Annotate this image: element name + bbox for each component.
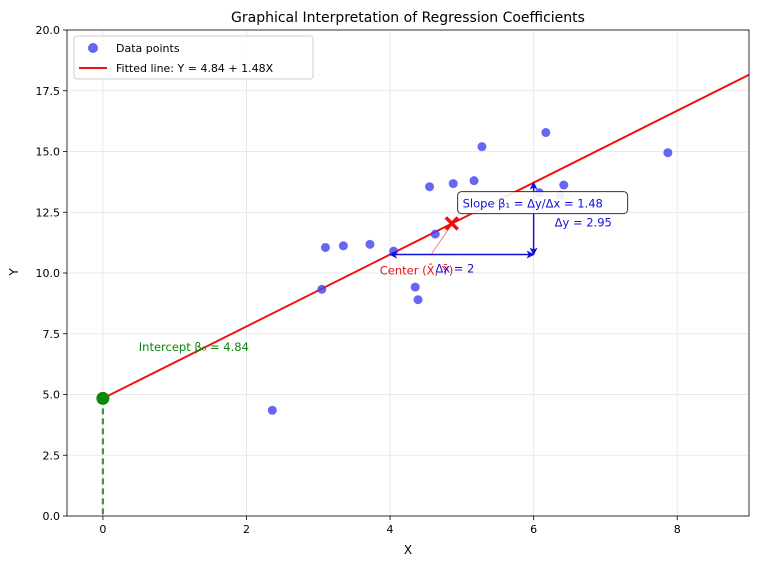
data-point [267, 405, 277, 415]
delta-y-label: Δy = 2.95 [555, 216, 612, 230]
slope-label-box [457, 191, 629, 215]
slope-label: Slope β₁ = Δy/Δx = 1.48 [463, 197, 603, 211]
fitted-line [102, 73, 749, 400]
x-tick-label: 6 [530, 523, 537, 536]
legend-box [73, 35, 314, 80]
x-tick-label: 8 [674, 523, 681, 536]
x-tick-label: 0 [99, 523, 106, 536]
x-tick-label: 2 [243, 523, 250, 536]
y-tick-label: 12.5 [36, 206, 61, 219]
chart-title: Graphical Interpretation of Regression C… [231, 10, 585, 26]
y-tick-label: 7.5 [43, 328, 61, 341]
data-point [430, 229, 440, 239]
legend-marker-data-points [88, 43, 98, 53]
delta-x-label: Δx = 2 [435, 262, 474, 276]
data-point [541, 128, 551, 138]
data-point [425, 182, 435, 192]
y-tick-label: 17.5 [36, 85, 61, 98]
data-point [413, 295, 423, 305]
y-tick-label: 20.0 [36, 24, 61, 37]
center-pointer [431, 227, 451, 254]
y-tick-label: 0.0 [43, 510, 61, 523]
legend-label-data-points: Data points [116, 42, 180, 55]
data-point [338, 241, 348, 251]
axes: 0 2 4 6 8 0.0 2.5 5.0 7.5 10.0 12.5 15.0 17.5 20.0 [36, 24, 750, 536]
data-point [559, 180, 569, 190]
plot-area: Center (X̄, Ȳ)Δx = 2 Δy = 2.95 Slope β₁ = … [96, 73, 749, 516]
y-tick-label: 5.0 [43, 389, 61, 402]
data-point [365, 239, 375, 249]
center-label: Center (X̄, Ȳ) [380, 263, 454, 277]
x-tick-label: 4 [387, 523, 394, 536]
axes-frame [66, 29, 750, 517]
y-axis-label: Y [7, 268, 21, 277]
y-tick-label: 15.0 [36, 146, 61, 159]
data-point [317, 284, 327, 294]
data-point [663, 148, 673, 158]
data-point [320, 242, 330, 252]
intercept-point [96, 391, 110, 405]
y-tick-label: 10.0 [36, 267, 61, 280]
legend: Data points Fitted line: Y = 4.84 + 1.48… [73, 35, 314, 80]
legend-label-fitted-line: Fitted line: Y = 4.84 + 1.48X [116, 62, 274, 75]
x-axis-label: X [404, 543, 412, 557]
center-marker-stroke-2 [444, 216, 460, 231]
data-point [469, 176, 479, 186]
y-tick-label: 2.5 [43, 449, 61, 462]
data-point [477, 142, 487, 152]
intercept-label: Intercept β₀ = 4.84 [139, 340, 249, 354]
data-point [410, 282, 420, 292]
data-point [448, 179, 458, 189]
